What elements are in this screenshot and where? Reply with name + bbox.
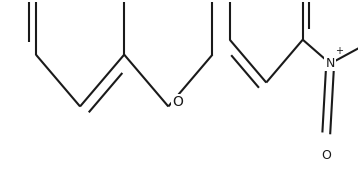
Text: +: + xyxy=(335,46,343,56)
Text: O: O xyxy=(173,95,184,109)
Text: N: N xyxy=(325,57,335,70)
Text: O: O xyxy=(321,149,331,162)
